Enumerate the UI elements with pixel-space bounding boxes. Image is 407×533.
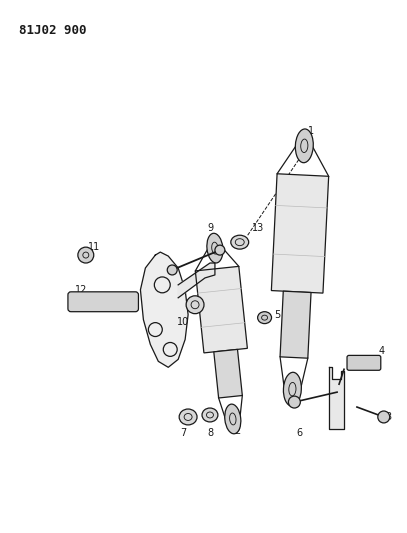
Ellipse shape bbox=[207, 233, 223, 263]
Ellipse shape bbox=[179, 409, 197, 425]
Text: 4: 4 bbox=[379, 346, 385, 357]
Ellipse shape bbox=[283, 372, 301, 406]
Text: 10: 10 bbox=[177, 317, 189, 327]
Text: 3: 3 bbox=[386, 412, 392, 422]
Polygon shape bbox=[271, 174, 329, 293]
Ellipse shape bbox=[225, 404, 241, 434]
Circle shape bbox=[167, 265, 177, 275]
Polygon shape bbox=[280, 291, 311, 358]
Text: 11: 11 bbox=[88, 242, 100, 252]
Polygon shape bbox=[140, 252, 188, 367]
Text: 5: 5 bbox=[274, 310, 280, 320]
Polygon shape bbox=[214, 349, 242, 398]
Circle shape bbox=[186, 296, 204, 314]
Text: 2: 2 bbox=[235, 426, 241, 436]
FancyBboxPatch shape bbox=[347, 356, 381, 370]
Text: 12: 12 bbox=[74, 285, 87, 295]
Text: 7: 7 bbox=[180, 428, 186, 438]
Ellipse shape bbox=[295, 129, 313, 163]
Text: 81J02 900: 81J02 900 bbox=[19, 23, 87, 37]
Text: 9: 9 bbox=[207, 223, 213, 233]
Text: 6: 6 bbox=[296, 428, 302, 438]
Polygon shape bbox=[329, 367, 344, 429]
Circle shape bbox=[378, 411, 390, 423]
Circle shape bbox=[215, 245, 225, 255]
Ellipse shape bbox=[258, 312, 271, 324]
FancyBboxPatch shape bbox=[68, 292, 138, 312]
Polygon shape bbox=[195, 266, 247, 353]
Circle shape bbox=[289, 396, 300, 408]
Ellipse shape bbox=[231, 235, 249, 249]
Ellipse shape bbox=[202, 408, 218, 422]
Text: 8: 8 bbox=[207, 428, 213, 438]
Text: 1: 1 bbox=[308, 126, 314, 136]
Circle shape bbox=[78, 247, 94, 263]
Polygon shape bbox=[178, 263, 215, 298]
Text: 13: 13 bbox=[252, 223, 264, 233]
